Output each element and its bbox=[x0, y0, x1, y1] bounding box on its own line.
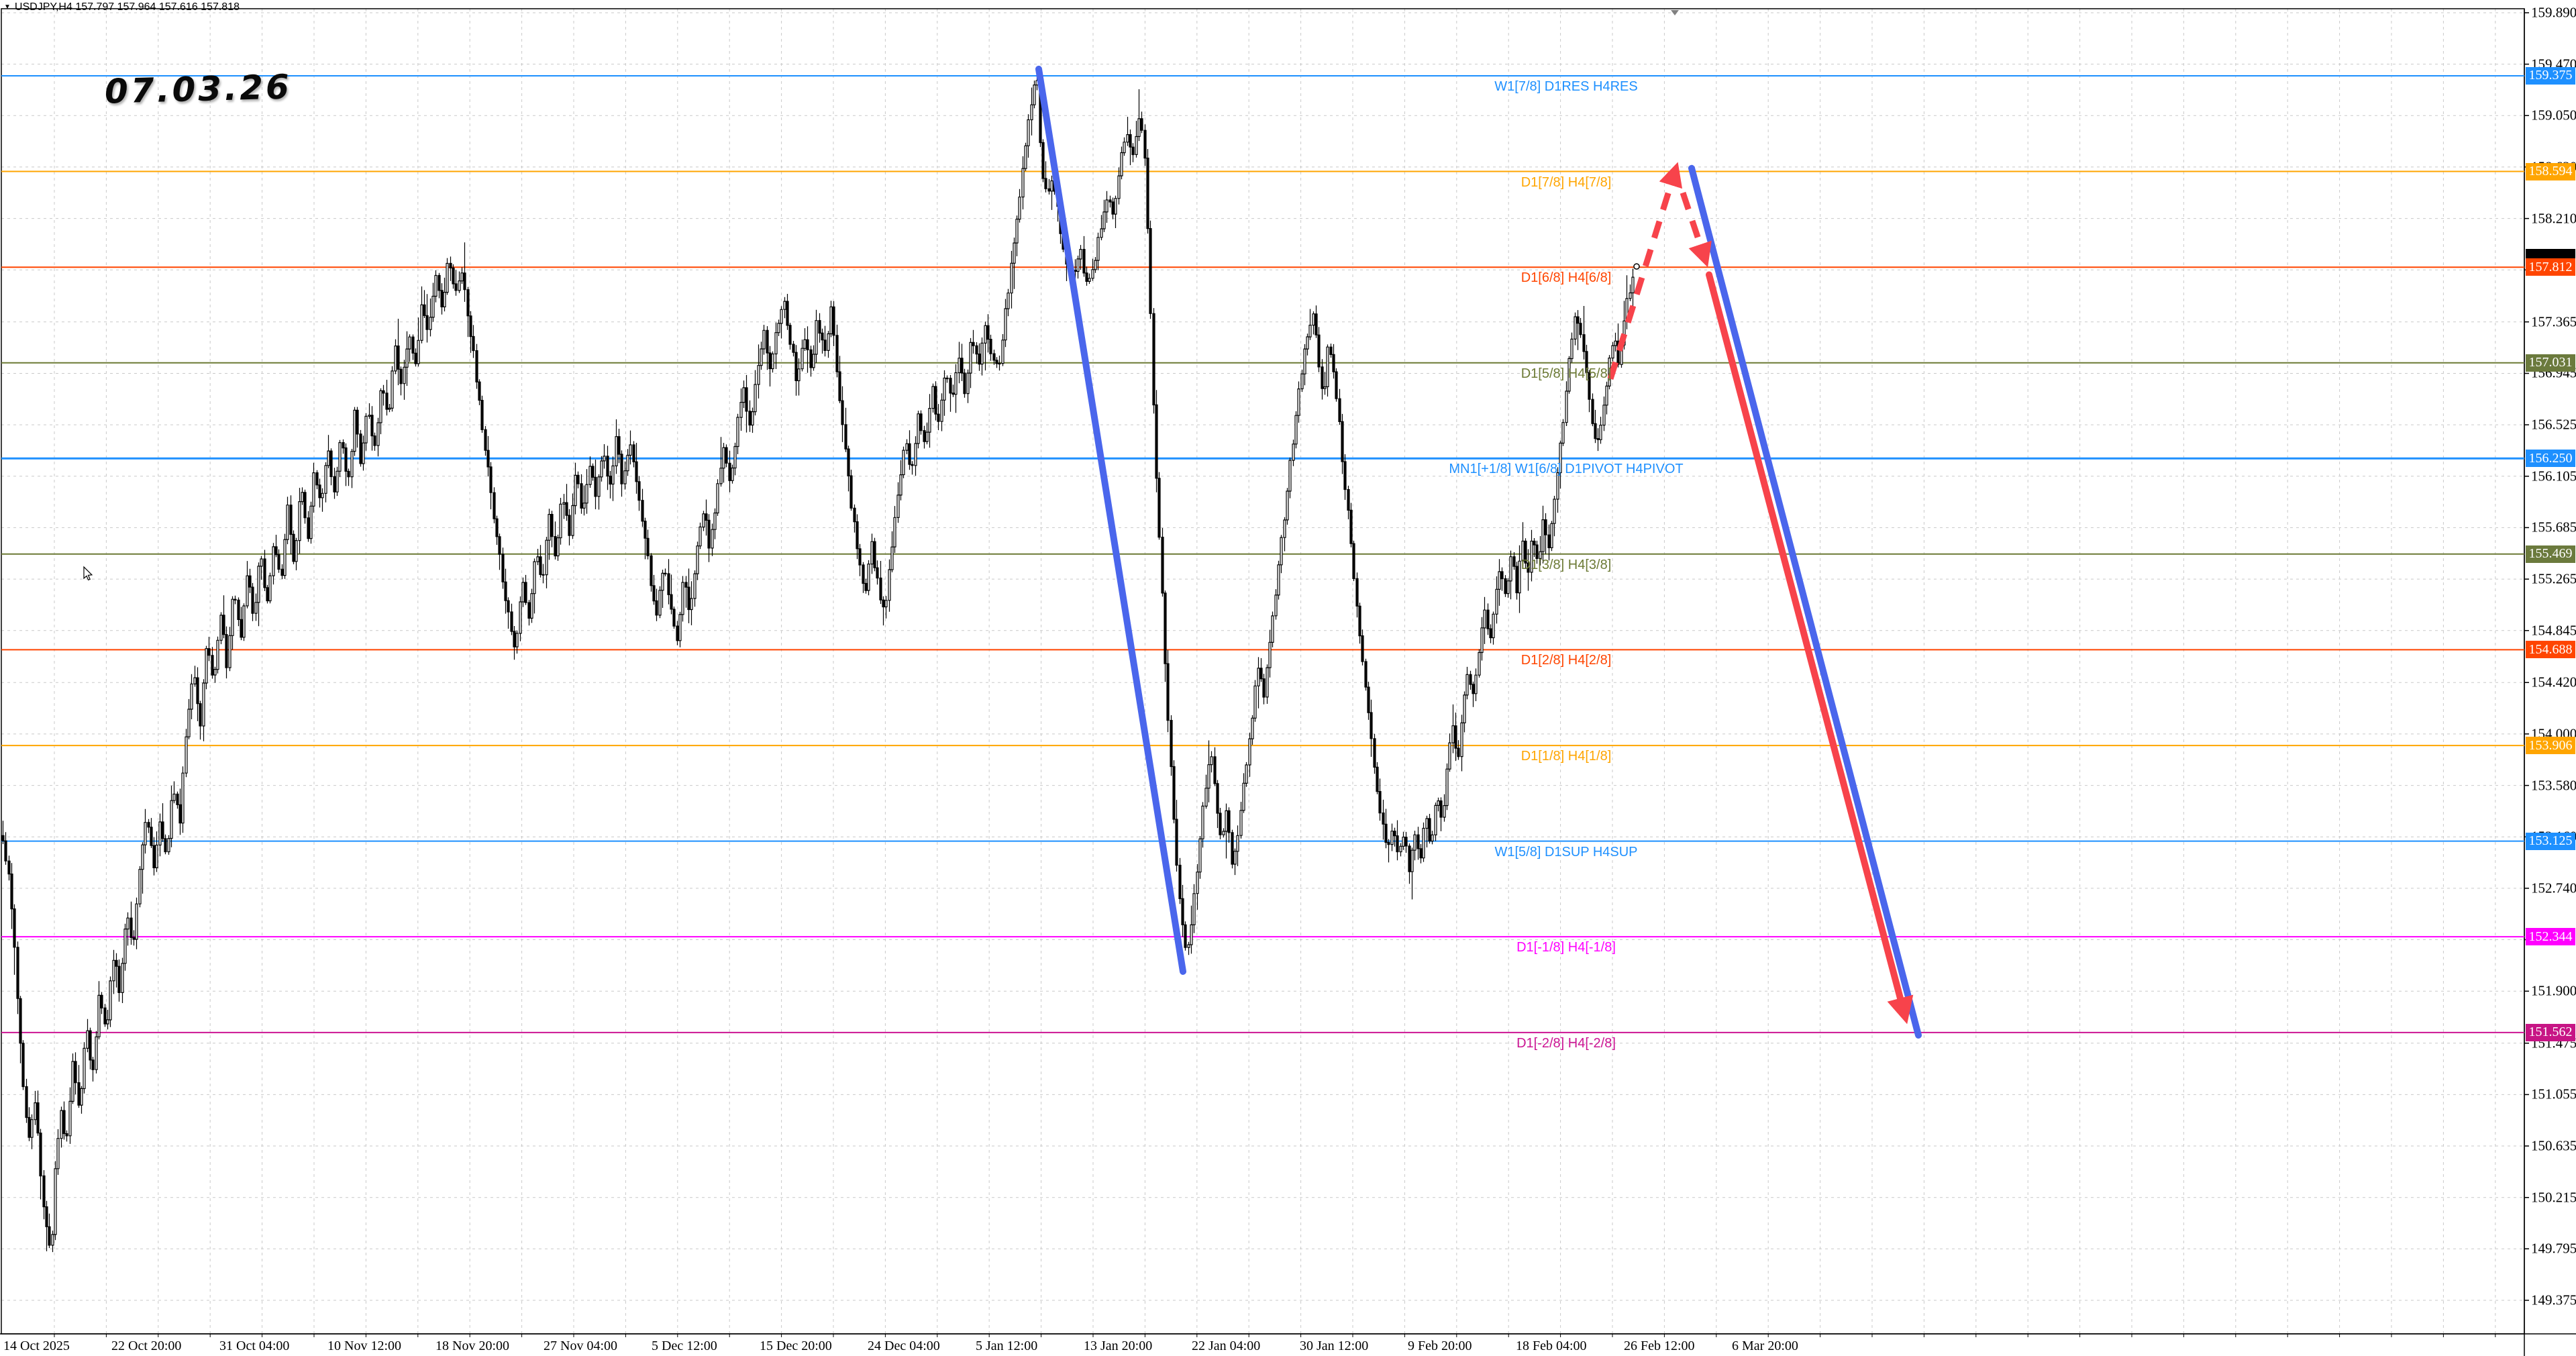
bull-candle-bodies bbox=[30, 80, 1635, 1246]
dashed-arrow-projected-rally-up[interactable] bbox=[1607, 162, 1683, 380]
candle-wicks bbox=[2, 71, 1634, 1253]
dashed-arrow-projected-drop-down[interactable] bbox=[1680, 191, 1712, 268]
chart-shift-marker[interactable] bbox=[1671, 10, 1679, 15]
symbol-ohlc-text: USDJPY,H4 157.797 157.964 157.616 157.81… bbox=[14, 1, 240, 13]
last-close-marker bbox=[1633, 263, 1640, 270]
bear-candle-bodies bbox=[1, 80, 1620, 1246]
mouse-cursor-icon bbox=[83, 566, 93, 581]
symbol-dropdown-icon[interactable]: ▼ bbox=[4, 3, 11, 11]
x-axis-ticks bbox=[54, 1334, 2496, 1337]
horizontal-gridlines bbox=[1, 12, 2524, 1301]
date-annotation: 07.03.26 bbox=[104, 67, 293, 111]
trend-line-projected-decline-blue[interactable] bbox=[1688, 164, 1922, 1039]
trend-line-january-decline[interactable] bbox=[1035, 65, 1186, 975]
vertical-gridlines bbox=[54, 9, 2496, 1334]
trend-line-projected-decline-red[interactable] bbox=[1706, 271, 1914, 1025]
plot-border bbox=[1, 8, 2525, 1335]
y-axis-ticks bbox=[2524, 12, 2529, 1301]
symbol-title[interactable]: ▼ USDJPY,H4 157.797 157.964 157.616 157.… bbox=[4, 1, 240, 13]
